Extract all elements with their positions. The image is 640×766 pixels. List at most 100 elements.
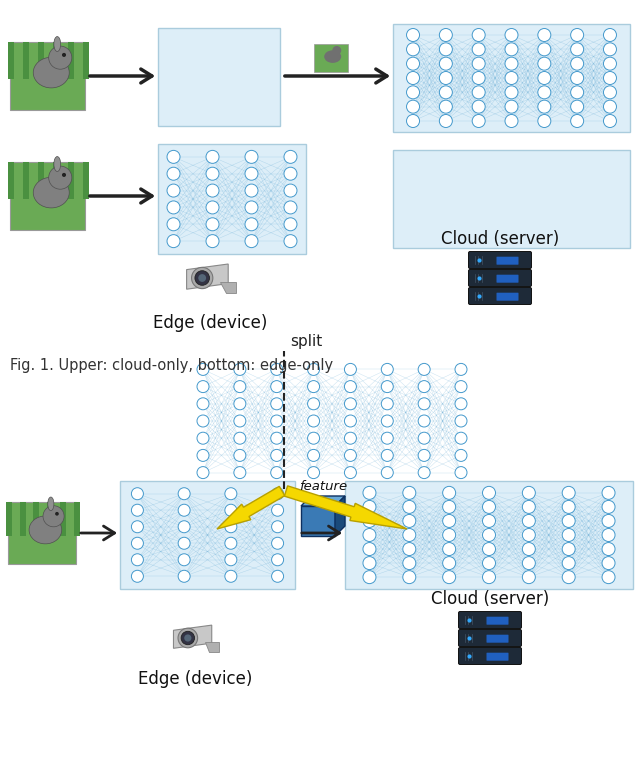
- Circle shape: [206, 167, 219, 180]
- Circle shape: [443, 571, 456, 584]
- Circle shape: [308, 381, 319, 393]
- FancyBboxPatch shape: [23, 42, 29, 80]
- FancyBboxPatch shape: [393, 24, 630, 132]
- FancyBboxPatch shape: [345, 481, 633, 589]
- Circle shape: [443, 486, 456, 499]
- Circle shape: [455, 415, 467, 427]
- FancyBboxPatch shape: [8, 162, 14, 199]
- Polygon shape: [205, 642, 219, 652]
- Circle shape: [363, 486, 376, 499]
- Circle shape: [381, 363, 394, 375]
- Circle shape: [271, 537, 284, 549]
- Circle shape: [178, 628, 198, 648]
- Circle shape: [522, 515, 535, 528]
- Circle shape: [505, 28, 518, 41]
- Text: split: split: [290, 334, 323, 349]
- Circle shape: [472, 43, 485, 56]
- FancyBboxPatch shape: [458, 611, 522, 628]
- Circle shape: [483, 515, 495, 528]
- Circle shape: [344, 432, 356, 444]
- Circle shape: [381, 415, 394, 427]
- Polygon shape: [173, 625, 212, 648]
- Polygon shape: [335, 496, 345, 536]
- Circle shape: [406, 71, 420, 84]
- Circle shape: [344, 415, 356, 427]
- Circle shape: [538, 86, 551, 99]
- Text: Cloud (server): Cloud (server): [431, 590, 549, 608]
- Circle shape: [538, 100, 551, 113]
- Circle shape: [234, 450, 246, 461]
- Circle shape: [271, 398, 283, 410]
- Circle shape: [225, 570, 237, 582]
- FancyBboxPatch shape: [8, 42, 14, 80]
- Circle shape: [604, 100, 616, 113]
- Circle shape: [308, 415, 319, 427]
- FancyBboxPatch shape: [120, 481, 295, 589]
- Circle shape: [206, 150, 219, 163]
- Circle shape: [455, 398, 467, 410]
- Circle shape: [344, 398, 356, 410]
- Ellipse shape: [54, 37, 61, 51]
- Circle shape: [538, 71, 551, 84]
- Circle shape: [363, 500, 376, 513]
- Circle shape: [234, 415, 246, 427]
- Circle shape: [167, 201, 180, 214]
- Circle shape: [602, 515, 615, 528]
- Circle shape: [562, 515, 575, 528]
- Circle shape: [522, 571, 535, 584]
- FancyBboxPatch shape: [468, 251, 531, 269]
- Circle shape: [344, 381, 356, 393]
- Circle shape: [439, 100, 452, 113]
- Circle shape: [131, 488, 143, 499]
- FancyBboxPatch shape: [53, 162, 59, 199]
- Circle shape: [55, 512, 59, 516]
- Circle shape: [197, 381, 209, 393]
- Circle shape: [167, 150, 180, 163]
- Circle shape: [418, 432, 430, 444]
- Circle shape: [234, 381, 246, 393]
- Circle shape: [505, 86, 518, 99]
- Circle shape: [363, 571, 376, 584]
- Circle shape: [167, 234, 180, 247]
- Circle shape: [443, 557, 456, 570]
- Circle shape: [602, 557, 615, 570]
- Circle shape: [62, 173, 66, 177]
- FancyBboxPatch shape: [33, 502, 39, 536]
- FancyBboxPatch shape: [486, 617, 509, 625]
- FancyBboxPatch shape: [468, 287, 531, 305]
- Circle shape: [225, 537, 237, 549]
- Circle shape: [206, 201, 219, 214]
- Circle shape: [197, 450, 209, 461]
- Circle shape: [234, 398, 246, 410]
- Circle shape: [483, 500, 495, 513]
- FancyBboxPatch shape: [497, 275, 518, 283]
- Circle shape: [443, 529, 456, 542]
- FancyBboxPatch shape: [301, 506, 335, 536]
- Polygon shape: [220, 282, 236, 293]
- Circle shape: [131, 537, 143, 549]
- Circle shape: [381, 466, 394, 479]
- Circle shape: [43, 506, 64, 527]
- FancyBboxPatch shape: [497, 293, 518, 301]
- Circle shape: [562, 529, 575, 542]
- Circle shape: [443, 515, 456, 528]
- Circle shape: [206, 234, 219, 247]
- Circle shape: [234, 432, 246, 444]
- Circle shape: [167, 218, 180, 231]
- FancyBboxPatch shape: [68, 162, 74, 199]
- Circle shape: [332, 46, 341, 55]
- FancyBboxPatch shape: [10, 42, 85, 110]
- Circle shape: [225, 488, 237, 499]
- Ellipse shape: [29, 516, 61, 544]
- Circle shape: [522, 529, 535, 542]
- Circle shape: [472, 100, 485, 113]
- Text: feature: feature: [299, 480, 347, 493]
- Circle shape: [571, 43, 584, 56]
- FancyBboxPatch shape: [38, 42, 44, 80]
- Circle shape: [571, 57, 584, 70]
- Circle shape: [198, 274, 206, 282]
- Circle shape: [538, 43, 551, 56]
- Text: Fig. 1. Upper: cloud-only, bottom: edge-only: Fig. 1. Upper: cloud-only, bottom: edge-…: [10, 358, 333, 373]
- Circle shape: [455, 363, 467, 375]
- FancyBboxPatch shape: [158, 144, 306, 254]
